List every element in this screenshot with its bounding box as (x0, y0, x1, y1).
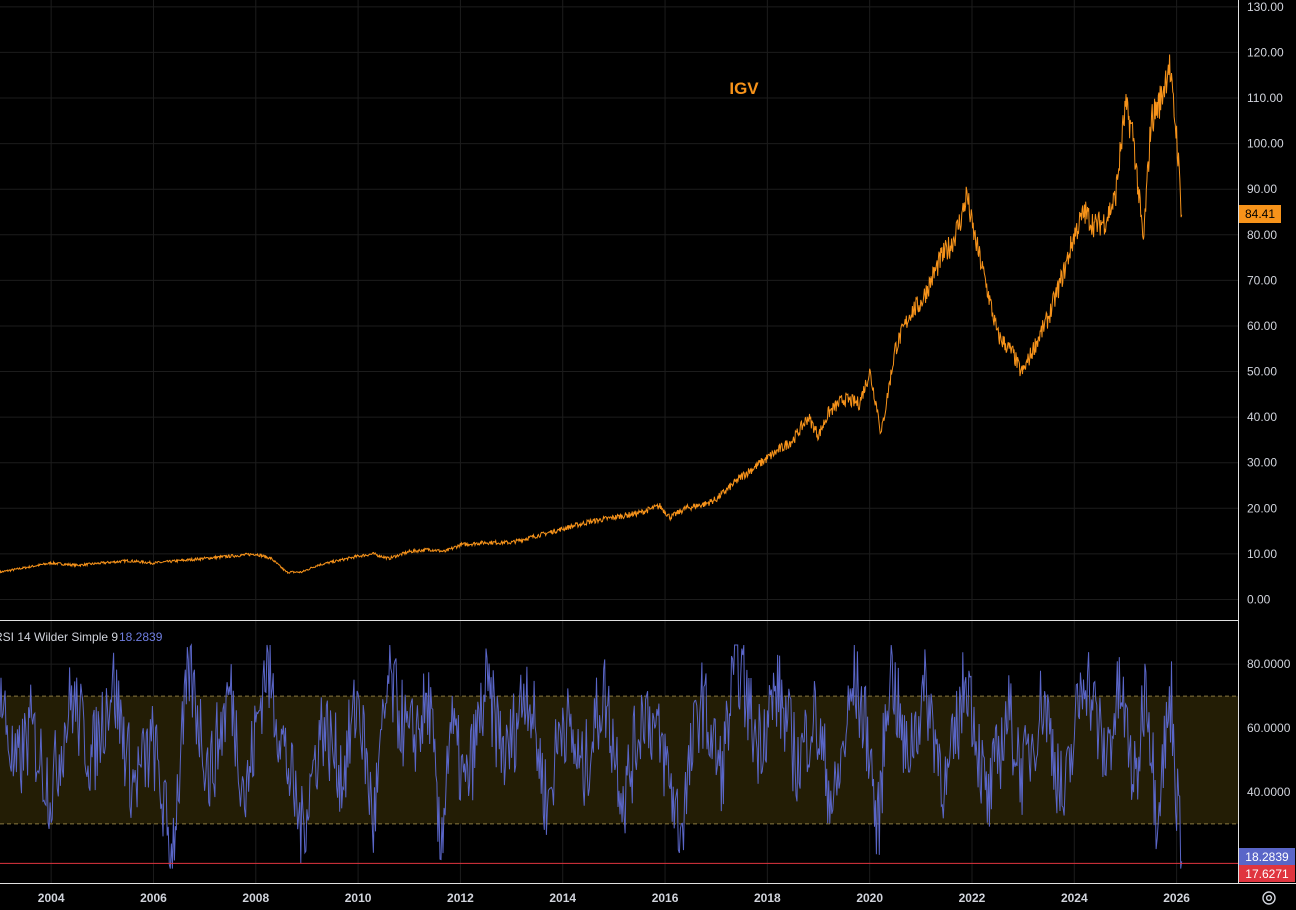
x-tick-label: 2006 (140, 891, 167, 905)
rsi-series-line (0, 643, 1183, 869)
x-tick-label: 2024 (1061, 891, 1088, 905)
x-tick-label: 2026 (1163, 891, 1190, 905)
price-y-tick-label: 100.00 (1247, 137, 1284, 151)
price-y-tick-label: 0.00 (1247, 592, 1271, 606)
price-y-tick-label: 50.00 (1247, 365, 1277, 379)
x-tick-label: 2018 (754, 891, 781, 905)
x-tick-label: 2012 (447, 891, 474, 905)
price-y-tick-label: 120.00 (1247, 45, 1284, 59)
x-tick-label: 2020 (856, 891, 883, 905)
price-y-tick-label: 10.00 (1247, 547, 1277, 561)
rsi-y-tick-label: 40.0000 (1247, 785, 1291, 799)
symbol-label: IGV (729, 79, 759, 98)
x-tick-label: 2014 (549, 891, 576, 905)
indicator-label[interactable]: RSI 14 Wilder Simple 9 (0, 630, 118, 644)
x-tick-label: 2016 (652, 891, 679, 905)
rsi-current-badge-text: 18.2839 (1245, 850, 1289, 864)
price-y-tick-label: 130.00 (1247, 0, 1284, 14)
price-y-tick-label: 20.00 (1247, 501, 1277, 515)
rsi-y-tick-label: 80.0000 (1247, 657, 1291, 671)
price-y-tick-label: 80.00 (1247, 228, 1277, 242)
rsi-line-badge: 17.6271 (1239, 865, 1295, 882)
x-tick-label: 2008 (242, 891, 269, 905)
last-price-badge: 84.41 (1239, 205, 1281, 223)
rsi-current-badge: 18.2839 (1239, 848, 1295, 865)
x-tick-label: 2010 (345, 891, 372, 905)
last-price-badge-text: 84.41 (1245, 207, 1275, 221)
x-tick-label: 2004 (38, 891, 65, 905)
rsi-line-badge-text: 17.6271 (1245, 867, 1289, 881)
price-y-tick-label: 60.00 (1247, 319, 1277, 333)
price-series-line (0, 54, 1183, 575)
price-y-tick-label: 30.00 (1247, 456, 1277, 470)
x-tick-label: 2022 (959, 891, 986, 905)
price-y-tick-label: 110.00 (1247, 91, 1283, 105)
series-layer (0, 54, 1238, 869)
gear-icon[interactable] (1262, 891, 1276, 905)
price-y-tick-label: 70.00 (1247, 273, 1277, 287)
price-y-tick-label: 40.00 (1247, 410, 1277, 424)
axis-layer: 2004 2006 2008 2010 2012 2014 2016 2018 2020 2022… (38, 0, 1291, 905)
price-y-tick-label: 90.00 (1247, 182, 1277, 196)
indicator-value: 18.2839 (119, 630, 163, 644)
rsi-y-tick-label: 60.0000 (1247, 721, 1291, 735)
